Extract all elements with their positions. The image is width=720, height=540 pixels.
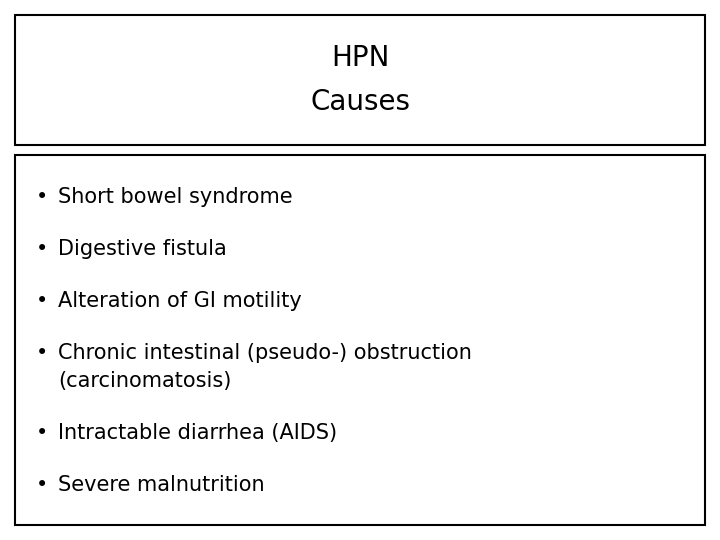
Text: Causes: Causes (310, 88, 410, 116)
Text: Digestive fistula: Digestive fistula (58, 239, 227, 259)
Text: •: • (36, 475, 48, 495)
Text: •: • (36, 343, 48, 363)
Text: •: • (36, 291, 48, 311)
Text: •: • (36, 187, 48, 207)
Bar (15, 155, 705, 525)
Text: Alteration of GI motility: Alteration of GI motility (58, 291, 302, 311)
Text: (carcinomatosis): (carcinomatosis) (58, 371, 231, 391)
Text: •: • (36, 423, 48, 443)
Text: Chronic intestinal (pseudo-) obstruction: Chronic intestinal (pseudo-) obstruction (58, 343, 472, 363)
Text: Severe malnutrition: Severe malnutrition (58, 475, 265, 495)
Text: Short bowel syndrome: Short bowel syndrome (58, 187, 292, 207)
Text: •: • (36, 239, 48, 259)
Text: Intractable diarrhea (AIDS): Intractable diarrhea (AIDS) (58, 423, 337, 443)
Text: HPN: HPN (330, 44, 390, 72)
Bar (15, 15, 705, 145)
